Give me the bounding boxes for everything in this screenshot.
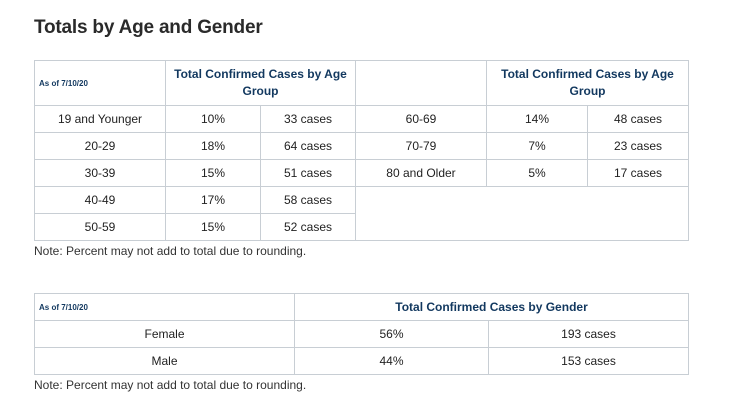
age-group-label: 20-29 — [34, 132, 166, 160]
table-row: 20-29 18% 64 cases 70-79 7% 23 cases — [34, 132, 689, 160]
header-blank-cell — [355, 60, 487, 106]
age-group-percent: 5% — [486, 159, 588, 187]
age-group-percent: 15% — [165, 213, 261, 241]
gender-percent: 56% — [294, 320, 489, 348]
table-row: Female 56% 193 cases — [34, 320, 689, 348]
table-row: 30-39 15% 51 cases 80 and Older 5% 17 ca… — [34, 159, 689, 187]
empty-cell — [355, 213, 689, 241]
age-group-cases: 51 cases — [260, 159, 356, 187]
age-group-cases: 58 cases — [260, 186, 356, 214]
age-group-percent: 17% — [165, 186, 261, 214]
gender-label: Female — [34, 320, 295, 348]
as-of-date: As of 7/10/20 — [34, 60, 166, 106]
age-group-label: 80 and Older — [355, 159, 487, 187]
age-group-label: 50-59 — [34, 213, 166, 241]
page-title: Totals by Age and Gender — [34, 17, 263, 38]
gender-cases: 193 cases — [488, 320, 689, 348]
table-row: 40-49 17% 58 cases — [34, 186, 689, 214]
table-row: 19 and Younger 10% 33 cases 60-69 14% 48… — [34, 105, 689, 133]
age-group-cases: 23 cases — [587, 132, 689, 160]
table-row: 50-59 15% 52 cases — [34, 213, 689, 241]
age-group-cases: 64 cases — [260, 132, 356, 160]
age-group-percent: 15% — [165, 159, 261, 187]
rounding-note: Note: Percent may not add to total due t… — [34, 244, 307, 258]
age-group-header-right: Total Confirmed Cases by Age Group — [486, 60, 689, 106]
gender-table: As of 7/10/20 Total Confirmed Cases by G… — [34, 293, 689, 375]
age-group-label: 70-79 — [355, 132, 487, 160]
age-group-percent: 14% — [486, 105, 588, 133]
gender-cases: 153 cases — [488, 347, 689, 375]
age-group-label: 19 and Younger — [34, 105, 166, 133]
gender-percent: 44% — [294, 347, 489, 375]
as-of-date: As of 7/10/20 — [34, 293, 295, 321]
table-header-row: As of 7/10/20 Total Confirmed Cases by G… — [34, 293, 689, 321]
age-group-cases: 52 cases — [260, 213, 356, 241]
gender-header: Total Confirmed Cases by Gender — [294, 293, 689, 321]
table-header-row: As of 7/10/20 Total Confirmed Cases by A… — [34, 60, 689, 106]
table-row: Male 44% 153 cases — [34, 347, 689, 375]
rounding-note: Note: Percent may not add to total due t… — [34, 378, 307, 392]
age-group-percent: 7% — [486, 132, 588, 160]
age-group-label: 40-49 — [34, 186, 166, 214]
age-group-cases: 17 cases — [587, 159, 689, 187]
age-group-percent: 18% — [165, 132, 261, 160]
age-group-percent: 10% — [165, 105, 261, 133]
empty-cell — [355, 186, 689, 214]
age-group-label: 60-69 — [355, 105, 487, 133]
age-group-cases: 33 cases — [260, 105, 356, 133]
age-group-header-left: Total Confirmed Cases by Age Group — [165, 60, 356, 106]
age-group-label: 30-39 — [34, 159, 166, 187]
age-group-table: As of 7/10/20 Total Confirmed Cases by A… — [34, 60, 689, 241]
gender-label: Male — [34, 347, 295, 375]
age-group-cases: 48 cases — [587, 105, 689, 133]
